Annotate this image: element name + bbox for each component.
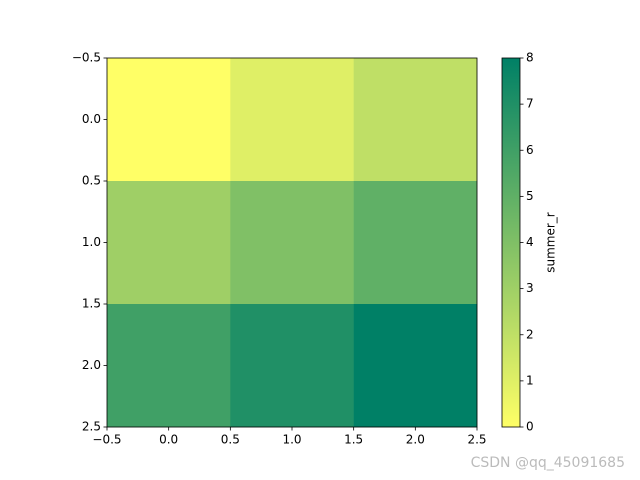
heatmap-cell <box>107 181 231 305</box>
heatmap-cell <box>353 304 478 428</box>
heatmap-cell <box>230 181 354 305</box>
heatmap-cell <box>107 58 231 182</box>
colorbar <box>501 57 521 428</box>
colorbar-tick-label: 1 <box>526 373 534 387</box>
watermark: CSDN @qq_45091685 <box>471 455 625 471</box>
colorbar-label: summer_r <box>544 212 558 273</box>
heatmap-cell <box>230 304 354 428</box>
heatmap-cell <box>353 181 478 305</box>
colorbar-tick-label: 7 <box>526 97 534 111</box>
x-tick-label: 0.5 <box>221 433 240 447</box>
x-tick-label: 2.0 <box>406 433 425 447</box>
colorbar-tick-label: 3 <box>526 281 534 295</box>
colorbar-tick-label: 0 <box>526 420 534 434</box>
colorbar-tick-label: 4 <box>526 235 534 249</box>
heatmap-cell <box>353 58 478 182</box>
y-tick-label: 2.5 <box>82 420 101 434</box>
y-tick-label: 0.5 <box>82 174 101 188</box>
colorbar-tick-label: 5 <box>526 189 534 203</box>
y-tick-label: 0.0 <box>82 112 101 126</box>
x-tick-label: −0.5 <box>92 433 121 447</box>
y-tick-label: 1.0 <box>82 235 101 249</box>
x-tick-label: 2.5 <box>467 433 486 447</box>
x-tick-label: 1.5 <box>344 433 363 447</box>
colorbar-tick-label: 2 <box>526 327 534 341</box>
y-tick-label: 2.0 <box>82 358 101 372</box>
x-tick-label: 1.0 <box>282 433 301 447</box>
colorbar-tick-label: 6 <box>526 143 534 157</box>
x-tick-label: 0.0 <box>159 433 178 447</box>
y-tick-label: 1.5 <box>82 297 101 311</box>
colorbar-tick-label: 8 <box>526 51 534 65</box>
y-tick-label: −0.5 <box>72 51 101 65</box>
heatmap-cell <box>230 58 354 182</box>
heatmap-cell <box>107 304 231 428</box>
